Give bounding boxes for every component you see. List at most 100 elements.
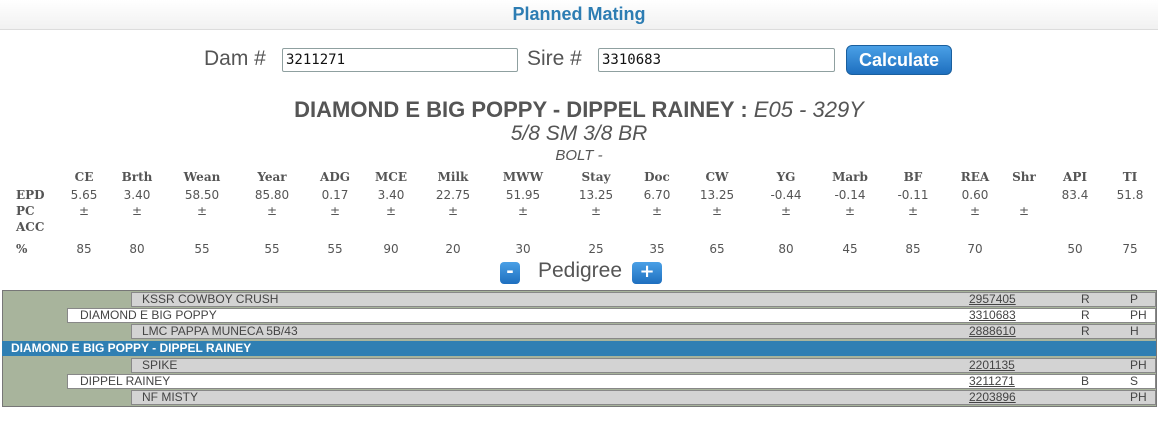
epd-pct-adg: 55 <box>327 242 343 256</box>
epd-pct-yg: 80 <box>778 242 794 256</box>
pedigree-row: NF MISTY 2203896 PH <box>131 390 1156 405</box>
epd-pct-ti: 75 <box>1122 242 1138 256</box>
epd-pc-doc: ± <box>651 204 663 218</box>
pedigree-horn-status: PH <box>1130 358 1147 372</box>
pedigree-expand-button[interactable]: + <box>632 262 662 284</box>
mating-title: DIAMOND E BIG POPPY - DIPPEL RAINEY : E0… <box>0 97 1158 123</box>
epd-pct-year: 55 <box>264 242 280 256</box>
epd-pct-stay: 25 <box>588 242 604 256</box>
pedigree-animal-name: LMC PAPPA MUNECA 5B/43 <box>142 324 298 338</box>
dam-input[interactable] <box>282 48 518 72</box>
pedigree-reg-link[interactable]: 3310683 <box>969 308 1016 322</box>
page-title: Planned Mating <box>0 0 1158 30</box>
pedigree-row: DIAMOND E BIG POPPY 3310683 R PH <box>67 308 1156 323</box>
epd-pc-ce: ± <box>78 204 90 218</box>
pedigree-reg-link[interactable]: 2957405 <box>969 292 1016 306</box>
pedigree-reg-link[interactable]: 2201135 <box>969 358 1015 372</box>
pedigree-reg-link[interactable]: 2203896 <box>969 390 1016 404</box>
pedigree-controls: - Pedigree + <box>0 258 1158 288</box>
epd-name-year: Year <box>257 170 287 184</box>
epd-name-yg: YG <box>776 170 796 184</box>
epd-epd-adg: 0.17 <box>321 188 349 202</box>
epd-pc-stay: ± <box>590 204 602 218</box>
epd-epd-yg: -0.44 <box>770 188 802 202</box>
acc-row-label: ACC <box>16 220 45 234</box>
pedigree-horn-status: S <box>1130 374 1139 388</box>
epd-epd-ti: 51.8 <box>1116 188 1144 202</box>
pedigree-row-selected: DIAMOND E BIG POPPY - DIPPEL RAINEY <box>2 341 1156 356</box>
epd-epd-stay: 13.25 <box>578 188 614 202</box>
epd-pc-year: ± <box>266 204 278 218</box>
epd-pc-wean: ± <box>196 204 208 218</box>
pedigree-collapse-button[interactable]: - <box>500 262 520 284</box>
pedigree-horn-status: PH <box>1130 390 1147 404</box>
epd-name-mce: MCE <box>375 170 407 184</box>
epd-epd-bf: -0.11 <box>897 188 929 202</box>
sire-label: Sire # <box>527 47 582 70</box>
pedigree-code: R <box>1081 324 1090 338</box>
epd-pct-wean: 55 <box>194 242 210 256</box>
epd-name-api: API <box>1063 170 1087 184</box>
epd-name-wean: Wean <box>183 170 221 184</box>
epd-epd-wean: 58.50 <box>184 188 220 202</box>
epd-pc-brth: ± <box>131 204 143 218</box>
epd-name-ti: TI <box>1122 170 1138 184</box>
calculate-button[interactable]: Calculate <box>846 45 952 75</box>
epd-name-stay: Stay <box>581 170 611 184</box>
pedigree-animal-name: DIAMOND E BIG POPPY <box>80 308 217 322</box>
epd-name-brth: Brth <box>121 170 153 184</box>
epd-name-shr: Shr <box>1012 170 1036 184</box>
pedigree-horn-status: P <box>1130 292 1139 306</box>
epd-pc-adg: ± <box>329 204 341 218</box>
pedigree-animal-name: DIPPEL RAINEY <box>80 374 171 388</box>
epd-epd-doc: 6.70 <box>643 188 671 202</box>
epd-pc-yg: ± <box>780 204 792 218</box>
pedigree-code: R <box>1081 308 1090 322</box>
epd-epd-cw: 13.25 <box>699 188 735 202</box>
epd-pc-rea: ± <box>969 204 981 218</box>
pedigree-code: B <box>1081 374 1090 388</box>
epd-name-ce: CE <box>74 170 94 184</box>
epd-pct-marb: 45 <box>842 242 858 256</box>
epd-epd-year: 85.80 <box>254 188 290 202</box>
dam-label: Dam # <box>204 47 266 70</box>
sire-input[interactable] <box>598 48 835 72</box>
epd-name-adg: ADG <box>320 170 350 184</box>
epd-pct-bf: 85 <box>905 242 921 256</box>
pedigree-animal-name: NF MISTY <box>142 390 198 404</box>
epd-pct-mce: 90 <box>383 242 399 256</box>
bolt-label: BOLT - <box>555 147 603 164</box>
epd-pct-milk: 20 <box>445 242 461 256</box>
pedigree-animal-name: DIAMOND E BIG POPPY - DIPPEL RAINEY <box>11 341 252 355</box>
pedigree-animal-name: SPIKE <box>142 358 178 372</box>
pedigree-horn-status: PH <box>1130 308 1147 322</box>
epd-name-rea: REA <box>960 170 990 184</box>
epd-table: EPD PC ACC % CE 5.65 ±85 Brth 3.40 ±80 Wean 58.… <box>16 170 1144 256</box>
pedigree-table: KSSR COWBOY CRUSH 2957405 R P DIAMOND E BIG … <box>2 290 1157 407</box>
epd-pct-mww: 30 <box>515 242 531 256</box>
epd-pc-bf: ± <box>907 204 919 218</box>
epd-epd-milk: 22.75 <box>435 188 471 202</box>
pedigree-row: DIPPEL RAINEY 3211271 B S <box>67 374 1156 389</box>
epd-pct-brth: 80 <box>129 242 145 256</box>
epd-pct-cw: 65 <box>709 242 725 256</box>
epd-epd-brth: 3.40 <box>123 188 151 202</box>
epd-epd-ce: 5.65 <box>70 188 98 202</box>
epd-pct-doc: 35 <box>649 242 665 256</box>
epd-pc-cw: ± <box>711 204 723 218</box>
epd-epd-mww: 51.95 <box>505 188 541 202</box>
pedigree-reg-link[interactable]: 2888610 <box>969 324 1016 338</box>
epd-pct-api: 50 <box>1067 242 1083 256</box>
breed-composition: 5/8 SM 3/8 BR <box>510 122 648 145</box>
pedigree-reg-link[interactable]: 3211271 <box>969 374 1015 388</box>
epd-pc-marb: ± <box>844 204 856 218</box>
epd-name-marb: Marb <box>832 170 868 184</box>
epd-pct-ce: 85 <box>76 242 92 256</box>
epd-epd-api: 83.4 <box>1061 188 1089 202</box>
pc-row-label: PC <box>16 204 35 218</box>
epd-name-bf: BF <box>903 170 923 184</box>
epd-name-cw: CW <box>705 170 729 184</box>
mating-names: DIAMOND E BIG POPPY - DIPPEL RAINEY : <box>294 97 748 122</box>
epd-pc-shr: ± <box>1018 204 1030 218</box>
pedigree-horn-status: H <box>1130 324 1139 338</box>
